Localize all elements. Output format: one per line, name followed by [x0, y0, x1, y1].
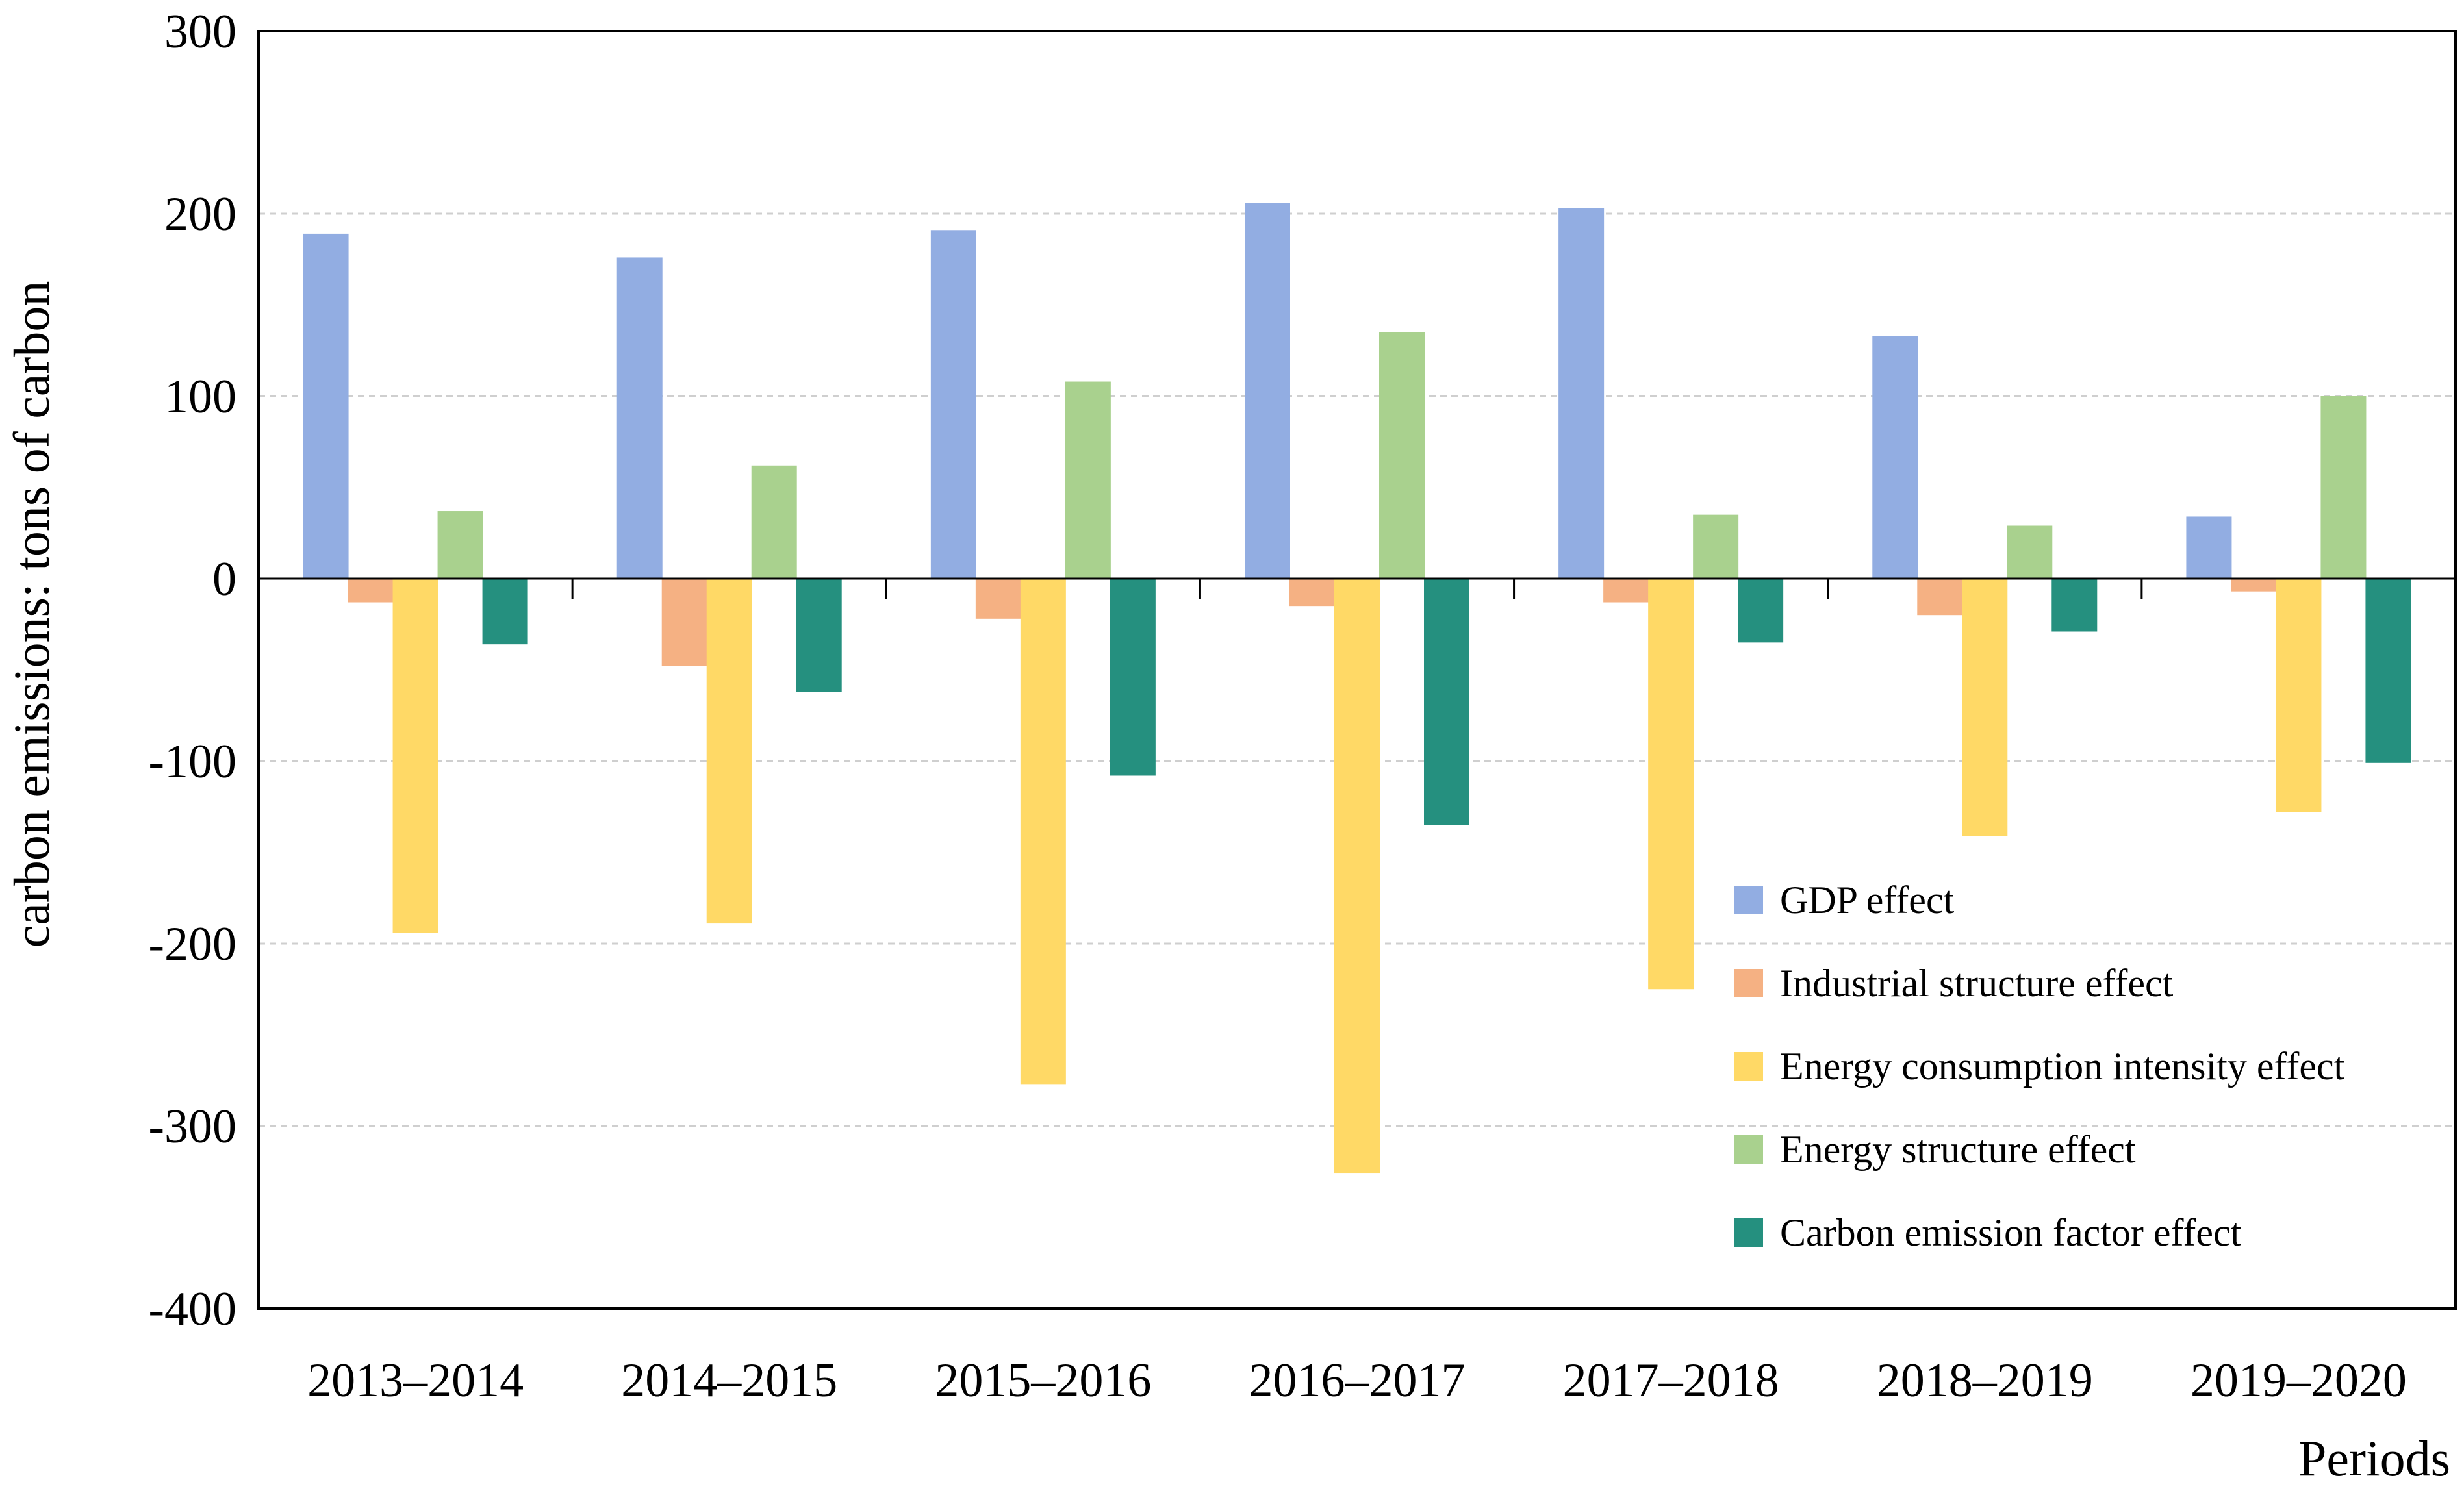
- legend-label: GDP effect: [1780, 879, 1955, 922]
- bar: [706, 579, 752, 924]
- y-tick-label: -400: [148, 1283, 236, 1336]
- bar: [1558, 208, 1605, 579]
- bar: [303, 233, 349, 579]
- bar: [1962, 579, 2008, 836]
- x-tick-label: 2016–2017: [1249, 1354, 1466, 1407]
- legend-label: Carbon emission factor effect: [1780, 1211, 2242, 1254]
- bar: [661, 579, 707, 666]
- bar: [2186, 516, 2232, 579]
- y-tick-label: 200: [164, 188, 236, 241]
- bar: [1289, 579, 1335, 607]
- bar: [482, 579, 528, 645]
- legend-label: Industrial structure effect: [1780, 962, 2174, 1005]
- y-tick-label: 300: [164, 5, 236, 58]
- y-tick-label: 100: [164, 370, 236, 423]
- bar: [2231, 579, 2277, 592]
- legend-label: Energy structure effect: [1780, 1128, 2136, 1171]
- y-tick-label: 0: [212, 553, 236, 606]
- bar: [348, 579, 394, 603]
- y-tick-label: -100: [148, 735, 236, 788]
- x-tick-label: 2014–2015: [621, 1354, 837, 1407]
- bar: [975, 579, 1021, 619]
- bar: [796, 579, 842, 692]
- bar: [1603, 579, 1649, 603]
- legend: GDP effect Industrial structure effect Ene…: [1734, 879, 2345, 1254]
- y-axis-title: carbon emissions: tons of carbon: [3, 281, 60, 948]
- legend-swatch: [1734, 886, 1763, 914]
- bar: [2365, 579, 2411, 763]
- legend-label: Energy consumption intensity effect: [1780, 1045, 2345, 1088]
- y-tick-label: -300: [148, 1100, 236, 1153]
- x-axis-title: Periods: [2298, 1430, 2450, 1487]
- legend-swatch: [1734, 1218, 1763, 1247]
- bar: [2276, 579, 2322, 812]
- bar: [2007, 525, 2053, 579]
- y-tick-label: -200: [148, 918, 236, 971]
- tick-labels: 300 200 100 0 -100 -200 -300 -400 2013–2014 2014–…: [148, 5, 2407, 1407]
- bar: [1738, 579, 1784, 643]
- bar: [2051, 579, 2098, 632]
- bar: [1379, 332, 1425, 579]
- bar: [1917, 579, 1963, 616]
- legend-swatch: [1734, 969, 1763, 997]
- bars: [303, 203, 2411, 1174]
- axes: [257, 30, 2457, 1310]
- bar: [437, 511, 483, 579]
- bar: [616, 257, 663, 579]
- x-tick-label: 2019–2020: [2191, 1354, 2407, 1407]
- x-tick-label: 2018–2019: [1877, 1354, 2093, 1407]
- x-tick-label: 2017–2018: [1563, 1354, 1779, 1407]
- bar: [1334, 579, 1380, 1174]
- bar: [1872, 336, 1918, 579]
- bar: [1065, 381, 1111, 579]
- x-tick-label: 2015–2016: [935, 1354, 1151, 1407]
- bar: [1245, 203, 1290, 579]
- bar: [392, 579, 438, 933]
- bar: [1020, 579, 1066, 1085]
- bar: [1648, 579, 1694, 990]
- plot-frame: [257, 30, 2457, 1310]
- x-tick-label: 2013–2014: [307, 1354, 524, 1407]
- bar: [1110, 579, 1156, 776]
- legend-swatch: [1734, 1052, 1763, 1081]
- bar: [2320, 396, 2367, 579]
- bar: [1693, 514, 1739, 579]
- bar: [1424, 579, 1469, 825]
- bar: [930, 230, 976, 579]
- bar: [751, 465, 797, 579]
- legend-swatch: [1734, 1135, 1763, 1164]
